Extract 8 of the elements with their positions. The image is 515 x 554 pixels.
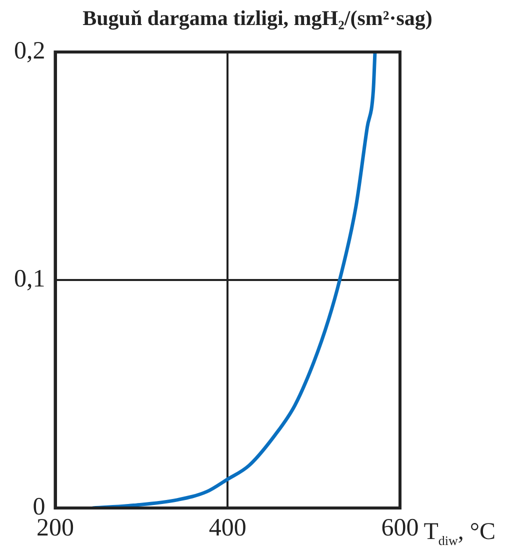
line-series xyxy=(91,52,377,508)
chart-title: Buguň dargama tizligi, mgH₂/(sm²·sag) xyxy=(82,6,434,31)
x-axis-title: T$_{diw}$, °C xyxy=(424,519,496,548)
y-tick-label: 0,1 xyxy=(14,266,46,293)
y-tick-label: 0,2 xyxy=(14,38,46,65)
x-tick-label: 200 xyxy=(36,514,74,542)
x-tick-label: 400 xyxy=(208,514,246,542)
x-tick-label: 600 xyxy=(381,514,419,542)
